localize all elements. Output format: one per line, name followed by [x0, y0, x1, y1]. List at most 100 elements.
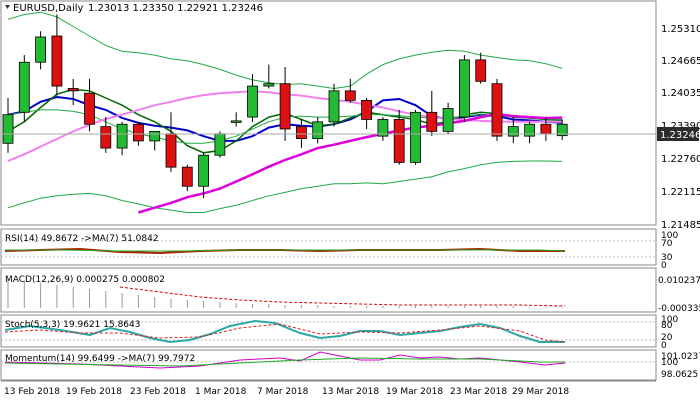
- candle: [116, 121, 128, 156]
- candle-body-bear: [393, 119, 405, 163]
- candle: [377, 117, 389, 141]
- candle: [475, 52, 487, 84]
- candle-body-bear: [295, 126, 307, 139]
- time-tick-label: 7 Mar 2018: [257, 387, 309, 397]
- candle-body-bear: [279, 83, 291, 130]
- chart-ohlc-values: 1.23013 1.23350 1.22921 1.23246: [88, 3, 263, 14]
- time-tick-label: 19 Mar 2018: [386, 387, 443, 397]
- rsi-tick: 70: [661, 239, 673, 249]
- stoch-tick: 100: [661, 315, 678, 325]
- candle-body-bull: [214, 133, 226, 156]
- price-tick-label: 1.23390: [661, 121, 700, 132]
- candle: [100, 117, 112, 153]
- candle: [312, 117, 324, 144]
- stoch-label: Stoch(5,3,3) 19.9621 15.8643: [5, 320, 140, 330]
- candle: [556, 119, 568, 140]
- candle: [149, 130, 161, 151]
- candle-body-bear: [51, 35, 63, 87]
- candle-body-bear: [540, 123, 552, 135]
- price-axis: 1.25310 1.24665 1.24035 1.23390 1.22760 …: [657, 24, 700, 231]
- stoch-panel[interactable]: Stoch(5,3,3) 19.9621 15.8643 100 80 20 0: [0, 314, 678, 351]
- candle-body-bull: [556, 123, 568, 137]
- candle-body-bull: [524, 123, 535, 137]
- candle-body-bull: [247, 85, 258, 118]
- bollinger-lower-line: [7, 160, 563, 213]
- candle-body-bull: [377, 119, 389, 137]
- stoch-panel-frame: [0, 314, 657, 348]
- candle: [442, 102, 454, 134]
- candle: [18, 55, 30, 122]
- macd-tick: 0.010237: [658, 276, 700, 286]
- macd-tick: -0.000335: [658, 304, 700, 314]
- candle-body-bear: [361, 99, 373, 120]
- candle-body-bear: [344, 90, 356, 101]
- momentum-label: Momentum(14) 99.6499 ->MA(7) 99.7972: [5, 354, 195, 364]
- candle: [328, 83, 340, 127]
- macd-label: MACD(12,26,9) 0.000275 0.000802: [5, 275, 165, 285]
- collapse-triangle-icon[interactable]: [5, 5, 10, 9]
- chart-symbol-title: EURUSD,Daily: [13, 3, 84, 14]
- time-tick-label: 23 Feb 2018: [130, 387, 186, 397]
- main-panel-frame: [0, 0, 657, 226]
- time-tick-label: 1 Mar 2018: [195, 387, 247, 397]
- price-tick-label: 1.24665: [661, 56, 700, 67]
- candle-body-bull: [442, 108, 454, 132]
- price-tick-label: 1.21485: [661, 220, 700, 231]
- price-tick-label: 1.25310: [661, 24, 700, 35]
- rsi-panel-frame: [0, 228, 657, 266]
- candle: [2, 98, 14, 153]
- candle: [426, 90, 438, 137]
- candle-body-bull: [116, 123, 128, 149]
- candle: [230, 112, 242, 127]
- candle-body-bull: [263, 83, 275, 87]
- candle: [524, 121, 535, 144]
- candle-body-bull: [2, 114, 14, 144]
- time-tick-label: 23 Mar 2018: [450, 387, 507, 397]
- candle: [458, 55, 470, 122]
- candle-body-bull: [18, 61, 30, 113]
- candle: [214, 131, 226, 158]
- candle-body-bull: [410, 111, 421, 163]
- rsi-tick: 30: [661, 253, 673, 263]
- candle-body-bear: [132, 123, 144, 142]
- candle-body-bear: [100, 126, 112, 149]
- candle-body-bear: [181, 166, 193, 187]
- momentum-tick: 100: [661, 358, 678, 368]
- candle-body-bull: [507, 126, 519, 137]
- candle-body-bear: [84, 92, 95, 125]
- candle: [67, 78, 79, 106]
- candle-body-bull: [230, 120, 242, 123]
- stoch-tick: 20: [661, 333, 673, 343]
- current-price-badge: [657, 127, 699, 141]
- candle: [247, 74, 258, 122]
- macd-panel-frame: [0, 267, 657, 313]
- stoch-tick: 80: [661, 321, 673, 331]
- candle: [279, 67, 291, 141]
- main-price-panel[interactable]: EURUSD,Daily 1.23013 1.23350 1.22921 1.2…: [0, 0, 657, 226]
- candle-body-bear: [67, 88, 79, 92]
- time-tick-label: 13 Feb 2018: [4, 387, 60, 397]
- candle: [263, 64, 275, 89]
- candle-body-bear: [491, 83, 503, 137]
- macd-panel[interactable]: MACD(12,26,9) 0.000275 0.000802 0.010237…: [0, 267, 700, 314]
- candle: [35, 31, 46, 70]
- candle-body-bull: [149, 130, 161, 142]
- candle-body-bear: [426, 111, 438, 132]
- candle: [361, 98, 373, 129]
- current-price-label: 1.23246: [660, 130, 700, 141]
- time-tick-label: 29 Mar 2018: [512, 387, 569, 397]
- time-tick-label: 19 Feb 2018: [66, 387, 122, 397]
- rsi-tick: 0: [661, 261, 667, 271]
- stoch-main-line: [4, 319, 565, 344]
- time-tick-label: 13 Mar 2018: [322, 387, 379, 397]
- candlesticks: [2, 14, 568, 199]
- momentum-tick: 101.0237: [661, 352, 700, 362]
- stoch-tick: 0: [661, 341, 667, 351]
- rsi-panel[interactable]: RSI(14) 49.8672 ->MA(7) 51.0842 100 70 3…: [0, 228, 678, 271]
- momentum-panel[interactable]: Momentum(14) 99.6499 ->MA(7) 99.7972 101…: [0, 349, 700, 381]
- rsi-ma-line: [5, 249, 566, 252]
- ma-slow-line: [138, 112, 563, 214]
- candle-body-bull: [198, 154, 210, 187]
